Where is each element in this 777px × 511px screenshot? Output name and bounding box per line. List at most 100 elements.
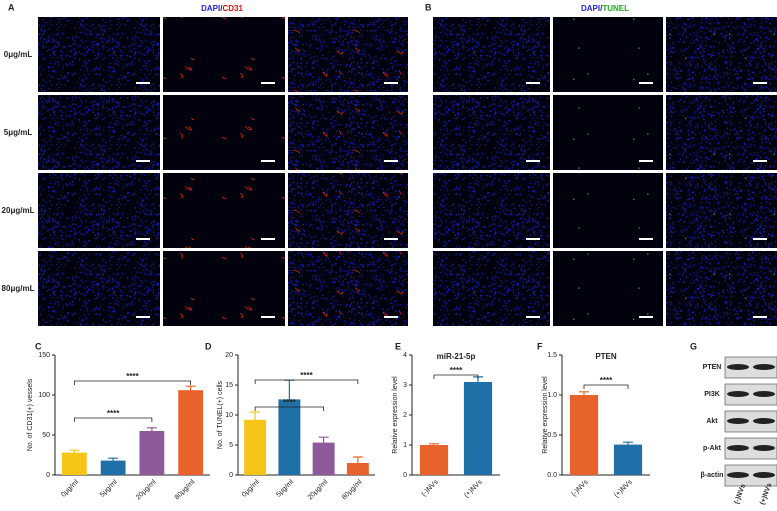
panel-label: A xyxy=(8,2,15,12)
y-axis-label: No. of TUNEL(+) cells xyxy=(217,380,224,449)
blot xyxy=(724,410,777,433)
bar xyxy=(569,395,599,475)
y-tick-label: 0.5 xyxy=(547,432,557,439)
y-tick-label: 5 xyxy=(229,442,233,449)
protein-label: p-Akt xyxy=(703,445,722,452)
error-bar xyxy=(284,379,295,400)
error-bar xyxy=(352,456,363,463)
row-label: 20μg/mL xyxy=(2,206,35,215)
y-tick-label: 1.0 xyxy=(547,392,557,399)
y-tick-label: 0 xyxy=(229,472,233,479)
chart-title: miR-21-5p xyxy=(437,352,476,361)
micrograph xyxy=(666,251,777,326)
bar xyxy=(463,382,493,475)
y-tick-label: 3 xyxy=(403,382,407,389)
marker: TUNEL xyxy=(602,4,629,13)
x-tick-label: (-)NVs xyxy=(570,478,590,498)
significance: **** xyxy=(450,366,463,375)
y-axis-label: Relative expression level xyxy=(542,376,549,454)
x-tick-label: 20μg/ml xyxy=(135,478,158,501)
bracket xyxy=(583,384,629,389)
y-tick-label: 0 xyxy=(403,472,407,479)
x-tick-label: 0μg/ml xyxy=(60,478,80,498)
micrograph xyxy=(553,173,663,248)
panel-label: E xyxy=(395,341,401,351)
y-axis-label: Relative expression level xyxy=(392,376,399,454)
row-label: 80μg/mL xyxy=(2,284,35,293)
sep: / xyxy=(600,4,603,13)
micrograph xyxy=(163,251,285,326)
band xyxy=(753,472,775,478)
x-tick-label: 80μg/ml xyxy=(341,478,364,501)
panel-label: G xyxy=(690,341,697,351)
micrograph xyxy=(288,251,408,326)
bracket xyxy=(73,417,153,422)
x-tick-label: 80μg/ml xyxy=(174,478,197,501)
bar xyxy=(100,460,126,475)
error-bar xyxy=(318,436,329,443)
y-axis-label: No. of CD31(+) vessels xyxy=(27,378,34,451)
significance: **** xyxy=(107,409,120,418)
micrograph xyxy=(666,95,777,170)
band xyxy=(727,391,749,397)
band xyxy=(727,472,749,478)
blot xyxy=(724,464,777,487)
stain: DAPI xyxy=(581,4,600,13)
panel-title: DAPI/CD31 xyxy=(201,4,243,13)
micrograph xyxy=(163,173,285,248)
band xyxy=(753,445,775,451)
error-bar xyxy=(429,443,439,445)
bar xyxy=(346,463,369,475)
error-bar xyxy=(623,441,633,445)
band xyxy=(753,391,775,397)
x-tick-label: (-)NVs xyxy=(420,478,440,498)
micrograph xyxy=(553,251,663,326)
x-tick-label: (+)NVs xyxy=(613,478,634,499)
error-bar xyxy=(579,391,589,395)
band xyxy=(727,364,749,370)
band xyxy=(727,418,749,424)
y-tick-label: 150 xyxy=(38,352,50,359)
micrograph xyxy=(666,173,777,248)
y-tick-label: 50 xyxy=(42,432,50,439)
bar xyxy=(419,445,449,475)
bracket xyxy=(254,379,359,384)
row-label: 5μg/mL xyxy=(4,128,33,137)
micrograph xyxy=(433,251,550,326)
micrograph xyxy=(433,95,550,170)
bar xyxy=(244,419,267,475)
blot xyxy=(724,437,777,460)
y-tick-label: 0.0 xyxy=(547,472,557,479)
band xyxy=(753,418,775,424)
blot xyxy=(724,383,777,406)
y-tick-label: 4 xyxy=(403,352,407,359)
protein-label: β-actin xyxy=(701,472,724,479)
protein-label: PTEN xyxy=(703,364,722,371)
panel-title: DAPI/TUNEL xyxy=(581,4,629,13)
panel-label: C xyxy=(35,341,42,351)
bracket xyxy=(73,380,192,385)
x-tick-label: 0μg/ml xyxy=(241,478,261,498)
panel-label: B xyxy=(425,2,432,12)
micrograph xyxy=(38,17,160,92)
significance: **** xyxy=(300,371,313,380)
micrograph xyxy=(38,251,160,326)
bar xyxy=(178,390,204,475)
significance: **** xyxy=(600,376,613,385)
panel-label: F xyxy=(537,341,543,351)
stain: DAPI xyxy=(201,4,220,13)
bracket xyxy=(254,406,325,411)
sep: / xyxy=(220,4,223,13)
micrograph xyxy=(163,95,285,170)
panel-label: D xyxy=(205,341,212,351)
y-tick-label: 2 xyxy=(403,412,407,419)
band xyxy=(753,364,775,370)
row-label: 0μg/mL xyxy=(4,50,33,59)
bar xyxy=(613,444,643,475)
bar xyxy=(61,452,87,475)
micrograph xyxy=(38,173,160,248)
protein-label: PI3K xyxy=(704,391,720,398)
bar xyxy=(139,431,165,475)
x-tick-label: 20μg/ml xyxy=(307,478,330,501)
micrograph xyxy=(288,95,408,170)
